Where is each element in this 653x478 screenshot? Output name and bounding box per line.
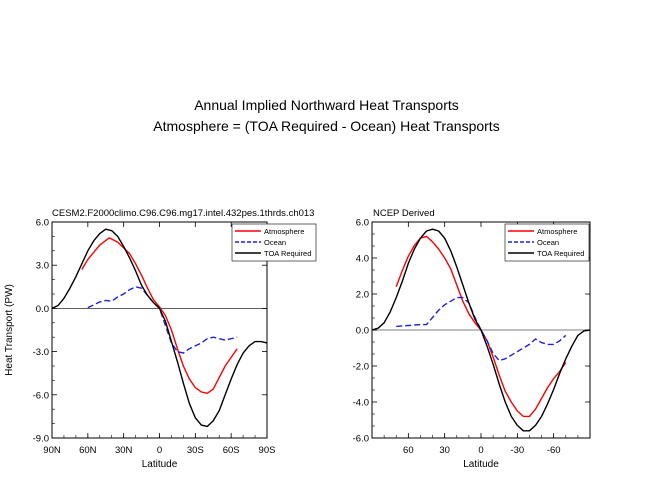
xtick-label: 60	[403, 445, 414, 456]
series-line-toa-required	[51, 228, 268, 428]
ytick-label: 3.0	[36, 261, 49, 272]
ytick-label: -2.0	[353, 362, 369, 373]
series-line-atmosphere	[81, 237, 238, 395]
ytick-label: 6.0	[36, 218, 49, 229]
ytick-label: 2.0	[356, 290, 369, 301]
xtick-label: 0	[478, 445, 483, 456]
panel-cesm2: CESM2.F2000climo.C96.C96.mg17.intel.432p…	[4, 208, 317, 470]
legend-label: TOA Required	[537, 249, 584, 258]
legend-box	[231, 223, 317, 262]
xtick-label: 90S	[259, 445, 276, 456]
xtick-label: -30	[510, 445, 524, 456]
ytick-label: -6.0	[33, 390, 49, 401]
xtick-label: 30	[439, 445, 450, 456]
xtick-label: -60	[547, 445, 561, 456]
x-axis-label: Latitude	[142, 459, 178, 470]
x-axis-label: Latitude	[463, 459, 499, 470]
series-line-ocean	[396, 296, 567, 362]
ytick-label: 6.0	[356, 218, 369, 229]
legend: Atmosphere Ocean TOA Required	[231, 223, 317, 262]
y-axis-label: Heat Transport (PW)	[4, 284, 15, 376]
xtick-label: 30N	[115, 445, 133, 456]
ytick-label: -3.0	[33, 347, 49, 358]
figure-title-line1: Annual Implied Northward Heat Transports	[194, 97, 459, 113]
series-line-toa-required	[371, 228, 591, 432]
legend-label: Atmosphere	[264, 227, 304, 236]
ytick-label: 0.0	[356, 326, 369, 337]
series-line-ocean	[87, 286, 238, 354]
ytick-label: 4.0	[356, 254, 369, 265]
xtick-label: 60N	[79, 445, 97, 456]
legend-label: Ocean	[264, 238, 286, 247]
panel-ncep-derived: NCEP Derived 6.0 4.0 2.0 0.0 -2.0 -4.0 -6.0 60 30…	[353, 208, 591, 470]
ytick-label: -4.0	[353, 398, 369, 409]
ytick-label: 0.0	[36, 304, 49, 315]
legend-label: Ocean	[537, 238, 559, 247]
chart-title: CESM2.F2000climo.C96.C96.mg17.intel.432p…	[52, 208, 314, 219]
xtick-label: 0	[157, 445, 162, 456]
series-line-atmosphere	[395, 235, 567, 418]
xtick-label: 60S	[223, 445, 240, 456]
legend: Atmosphere Ocean TOA Required	[504, 223, 590, 262]
chart-title: NCEP Derived	[373, 208, 435, 219]
legend-box	[504, 223, 590, 262]
ytick-label: -9.0	[33, 434, 49, 445]
ytick-label: -6.0	[353, 434, 369, 445]
xtick-label: 90N	[43, 445, 61, 456]
legend-label: Atmosphere	[537, 227, 577, 236]
figure-title-line2: Atmosphere = (TOA Required - Ocean) Heat…	[153, 118, 500, 134]
legend-label: TOA Required	[264, 249, 311, 258]
xtick-label: 30S	[187, 445, 204, 456]
